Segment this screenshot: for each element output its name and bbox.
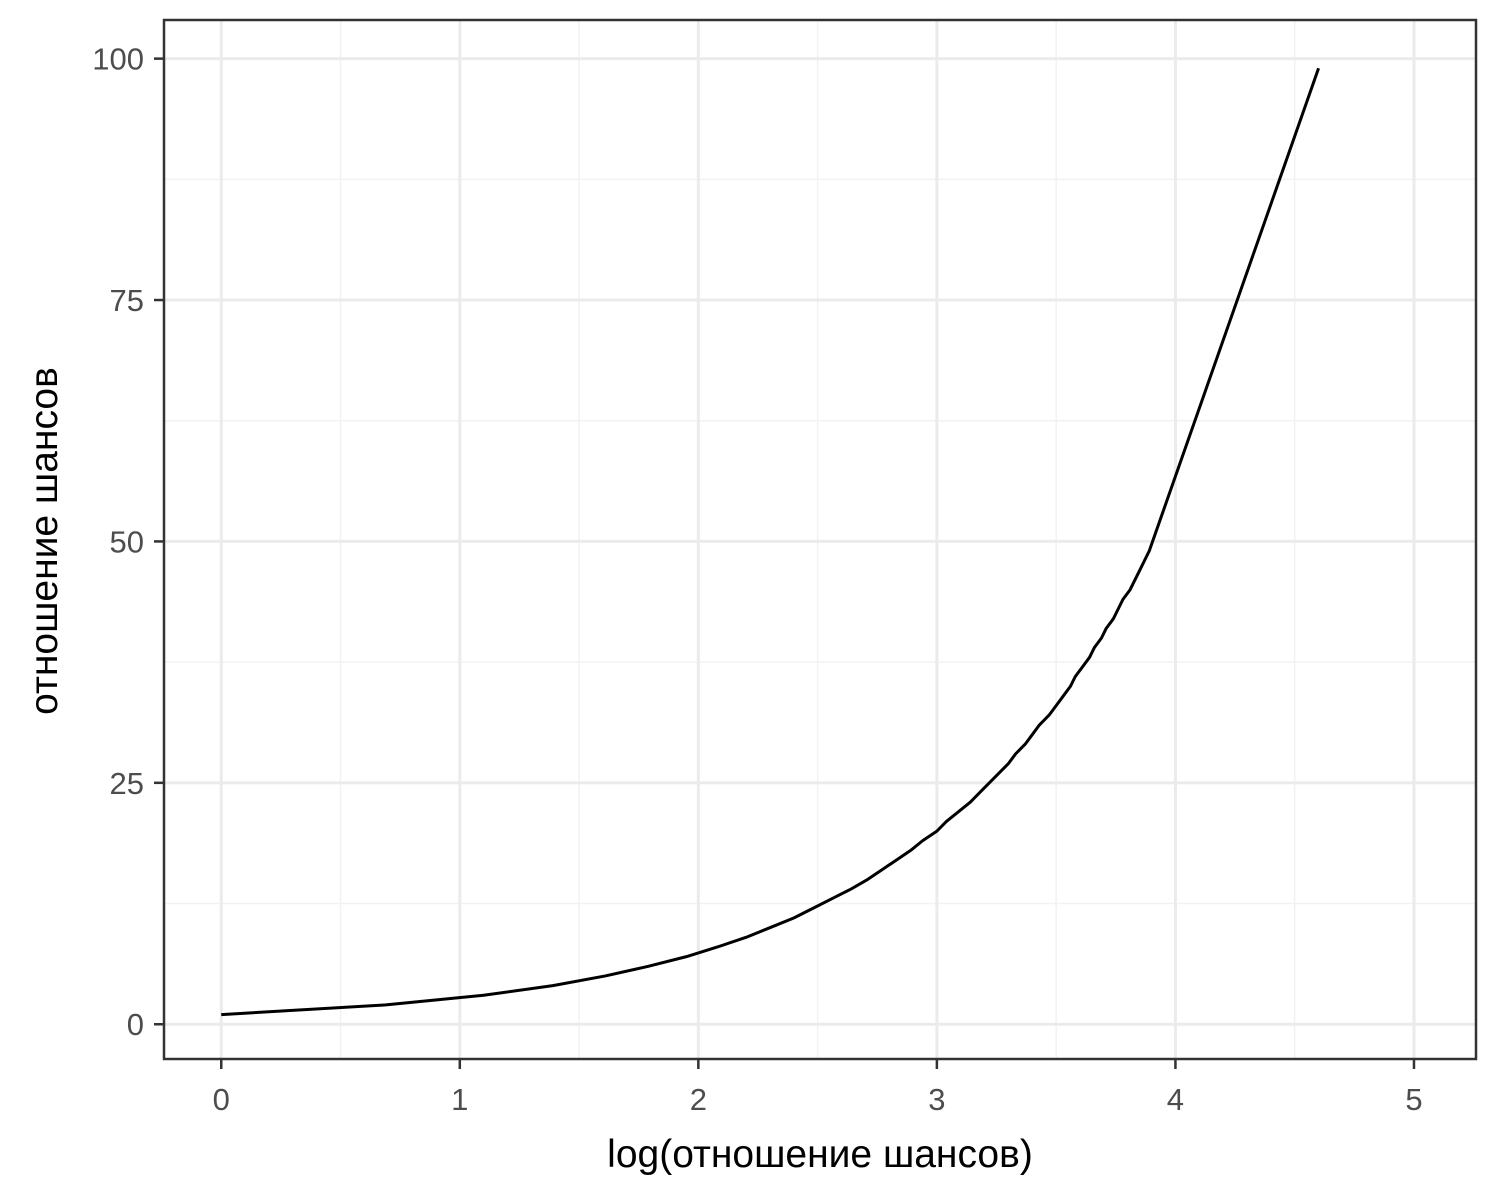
major-gridlines bbox=[164, 20, 1476, 1059]
y-tick-label: 75 bbox=[110, 283, 144, 318]
axis-ticks bbox=[154, 57, 1416, 1069]
y-tick-label: 100 bbox=[92, 42, 144, 77]
x-axis-tick-labels: 0 1 2 3 4 5 bbox=[213, 1082, 1423, 1117]
x-axis-title: log(отношение шансов) bbox=[607, 1133, 1033, 1176]
x-tick-label: 4 bbox=[1167, 1082, 1184, 1117]
x-tick-label: 2 bbox=[690, 1082, 707, 1117]
panel-border bbox=[162, 18, 1478, 1061]
y-tick-label: 50 bbox=[110, 524, 144, 559]
y-tick-label: 25 bbox=[110, 766, 144, 801]
y-axis-tick-labels: 0 25 50 75 100 bbox=[92, 42, 144, 1043]
series-line-0 bbox=[221, 67, 1320, 1017]
y-axis-title: отношение шансов bbox=[23, 367, 66, 715]
x-tick-label: 5 bbox=[1405, 1082, 1422, 1117]
x-tick-label: 1 bbox=[451, 1082, 468, 1117]
series-layer bbox=[221, 67, 1320, 1017]
x-tick-label: 3 bbox=[928, 1082, 945, 1117]
y-tick-label: 0 bbox=[127, 1007, 144, 1042]
x-tick-label: 0 bbox=[213, 1082, 230, 1117]
